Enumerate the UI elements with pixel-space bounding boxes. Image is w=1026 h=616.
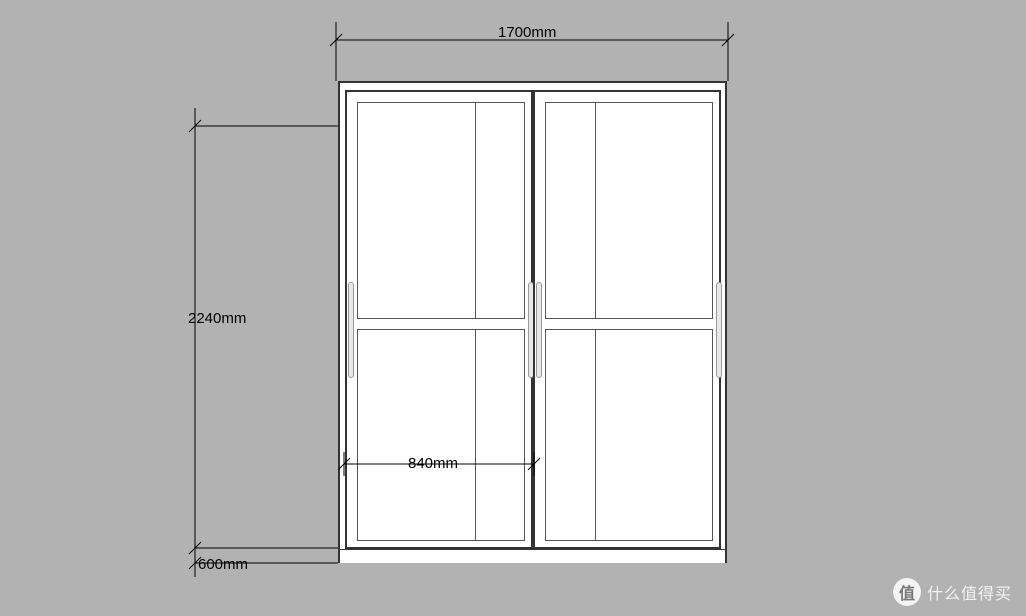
door-right-midrail <box>545 318 713 330</box>
handle-right-outer <box>716 282 722 378</box>
handle-right-inner <box>536 282 542 378</box>
door-right <box>533 90 721 549</box>
dim-width-label: 1700mm <box>498 24 556 41</box>
handle-left-outer <box>348 282 354 378</box>
dim-base-height-label: 600mm <box>198 556 248 573</box>
door-left <box>345 90 533 549</box>
dim-door-width-label: 840mm <box>408 455 458 472</box>
door-left-midrail <box>357 318 525 330</box>
dim-height-label: 2240mm <box>188 310 246 327</box>
watermark-text: 什么值得买 <box>927 580 1012 604</box>
diagram-canvas: 1700mm 2240mm 600mm 840mm 值 什么值得买 <box>0 0 1026 616</box>
watermark-badge-icon: 值 <box>893 578 921 606</box>
watermark: 值 什么值得买 <box>893 578 1012 606</box>
wardrobe-base <box>340 549 725 563</box>
